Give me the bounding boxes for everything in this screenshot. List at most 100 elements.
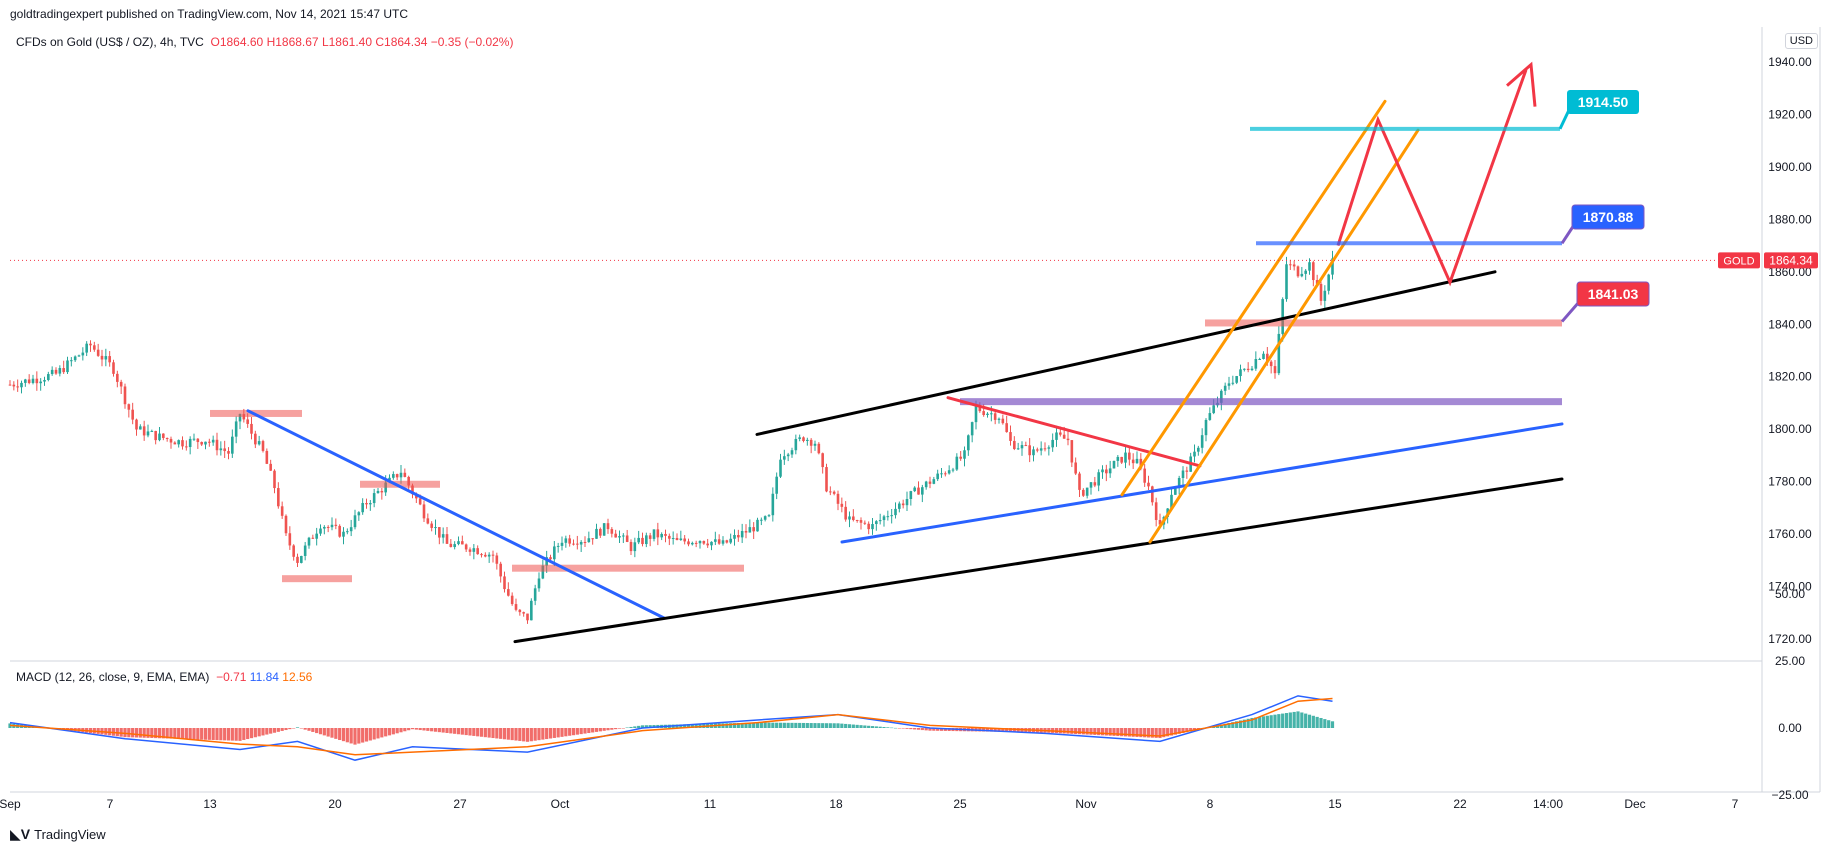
price-pane[interactable]	[10, 27, 1762, 659]
currency-badge[interactable]: USD	[1784, 33, 1818, 49]
x-tick-label: 7	[1732, 797, 1739, 811]
macd-histogram-bar	[1254, 717, 1258, 728]
candle-body	[50, 369, 54, 375]
macd-histogram-bar	[399, 728, 403, 733]
macd-histogram-bar	[372, 728, 376, 740]
macd-histogram-bar	[453, 728, 457, 734]
level-label-box-1870.88	[1571, 204, 1645, 230]
candle-body	[794, 438, 798, 451]
support-zone-1	[282, 575, 352, 583]
macd-histogram-bar	[414, 728, 418, 730]
macd-histogram-bar	[1296, 711, 1300, 728]
candle-body	[618, 536, 621, 538]
candle-body	[1208, 413, 1212, 420]
candle-body	[821, 453, 824, 468]
candle-body	[668, 535, 671, 539]
macd-histogram-bar	[514, 728, 518, 741]
candle-body	[173, 442, 177, 445]
candle-body	[1154, 502, 1158, 520]
candle-body	[940, 473, 943, 475]
candle-body	[77, 355, 81, 357]
macd-histogram-bar	[1131, 728, 1135, 737]
candle-body	[687, 541, 690, 545]
macd-histogram-bar	[422, 728, 426, 731]
candle-body	[146, 431, 150, 436]
macd-histogram-bar	[230, 728, 234, 741]
candle-body	[974, 406, 978, 423]
candle-body	[238, 414, 242, 422]
candle-body	[93, 345, 96, 350]
macd-histogram-bar	[851, 724, 855, 728]
macd-histogram-bar	[318, 728, 323, 735]
macd-histogram-bar	[307, 728, 311, 731]
candle-body	[1246, 368, 1250, 371]
candle-body	[204, 441, 207, 445]
candle-body	[882, 516, 886, 521]
time-axis[interactable]: Sep 7 13 20 27 Oct 11 18 25 Nov 8 15 22 14:00 Dec 7	[0, 797, 1739, 811]
macd-histogram-bar	[859, 725, 863, 728]
macd-histogram-bar	[778, 722, 783, 728]
candle-body	[47, 374, 50, 380]
candle-body	[139, 426, 142, 430]
macd-axis[interactable]: 50.00 25.00 0.00 −25.00	[1771, 587, 1808, 802]
candle-body	[790, 450, 794, 455]
candle-body	[411, 485, 414, 495]
candle-body	[641, 537, 644, 545]
macd-histogram-bar	[541, 728, 545, 740]
candle-body	[660, 533, 663, 538]
candle-body	[1285, 264, 1288, 300]
candle-body	[898, 503, 901, 509]
candle-body	[468, 549, 472, 552]
macd-histogram-bar	[1223, 723, 1227, 728]
candle-body	[403, 472, 407, 477]
y-tick-label: 1760.00	[1768, 527, 1812, 541]
candle-body	[353, 515, 357, 528]
candle-body	[560, 542, 564, 546]
candle-body	[1254, 358, 1258, 369]
candle-body	[595, 528, 598, 539]
macd-histogram-bar	[1246, 718, 1250, 728]
macd-histogram-bar	[985, 728, 990, 732]
candle-body	[319, 528, 322, 534]
candle-body	[131, 409, 134, 420]
macd-histogram-bar	[330, 728, 334, 738]
macd-histogram-bar	[456, 728, 461, 735]
candle-body	[549, 557, 552, 560]
candle-body	[572, 543, 575, 545]
macd-histogram-bar	[502, 728, 507, 740]
macd-histogram-bar	[552, 728, 556, 738]
macd-histogram-bar	[725, 723, 729, 728]
price-axis[interactable]: 1720.00 1740.00 1760.00 1780.00 1800.00 1820.…	[1718, 55, 1818, 646]
candle-body	[211, 439, 215, 443]
macd-histogram-bar	[165, 728, 169, 739]
macd-histogram-bar	[299, 728, 303, 729]
candle-body	[1177, 478, 1181, 489]
candle-body	[261, 441, 265, 451]
macd-histogram-bar	[863, 725, 867, 728]
macd-histogram-bar	[1139, 728, 1143, 738]
candle-body	[817, 443, 821, 454]
macd-histogram-bar	[292, 728, 296, 729]
candle-body	[395, 474, 399, 478]
candle-body	[24, 379, 27, 383]
candle-body	[1158, 519, 1162, 525]
candle-body	[35, 378, 39, 384]
candle-body	[54, 369, 58, 374]
macd-histogram-bar	[537, 728, 541, 741]
macd-histogram-bar	[744, 722, 748, 728]
tradingview-brand[interactable]: ◣V TradingView	[10, 826, 106, 843]
candle-body	[591, 538, 594, 540]
macd-histogram-bar	[836, 723, 840, 728]
candle-body	[583, 541, 587, 543]
macd-histogram-bar	[633, 726, 637, 728]
macd-histogram-bar	[932, 728, 936, 731]
candle-body	[1197, 447, 1200, 452]
macd-histogram-bar	[847, 724, 852, 728]
macd-histogram-bar	[1104, 728, 1108, 736]
candle-body	[587, 538, 591, 543]
candle-body	[510, 595, 514, 605]
candle-body	[970, 422, 974, 436]
macd-histogram-bar	[464, 728, 468, 736]
candle-body	[1082, 489, 1085, 496]
macd-histogram-bar	[694, 724, 698, 728]
